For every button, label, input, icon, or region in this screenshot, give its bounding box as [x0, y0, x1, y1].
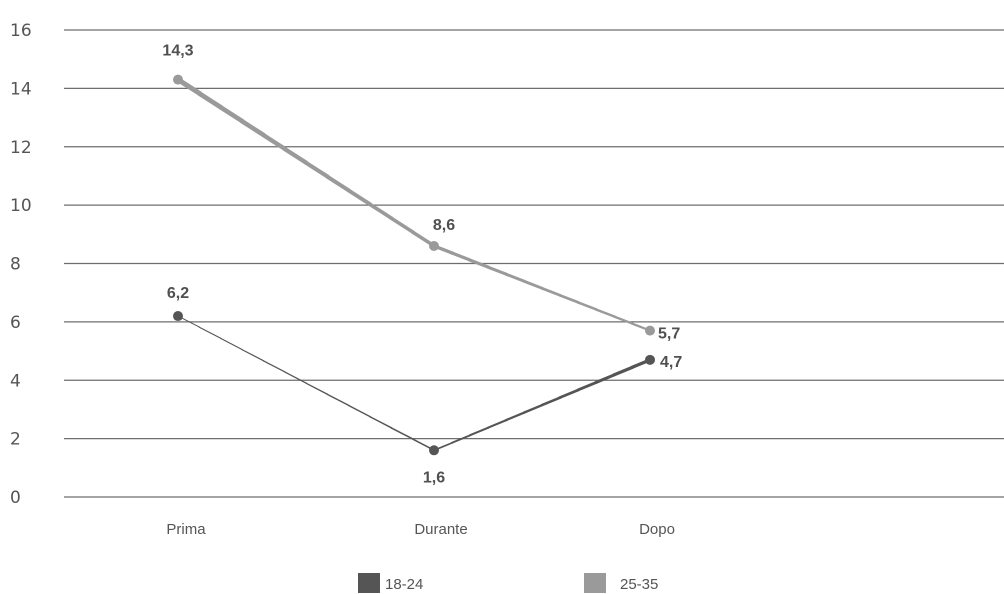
gridlines	[64, 29, 1004, 498]
x-axis: Prima Durante Dopo	[166, 521, 675, 538]
series-line-segment	[558, 388, 580, 399]
series-line-segment	[558, 294, 580, 304]
series-line-segment	[198, 326, 222, 339]
series-line-segment	[369, 415, 393, 429]
legend-label: 25-35	[620, 576, 658, 593]
series-line-segment	[326, 393, 350, 407]
series-line-segment	[284, 371, 307, 384]
series-line-segment	[540, 396, 562, 407]
data-point-marker	[173, 311, 183, 322]
series-line-segment	[389, 216, 415, 234]
series-line-segment	[576, 301, 598, 311]
data-label: 14,3	[162, 43, 193, 60]
data-label: 6,2	[167, 285, 189, 302]
y-tick-label: 0	[10, 488, 21, 508]
data-label: 1,6	[423, 469, 445, 486]
series-line-segment	[196, 91, 224, 110]
series-line-segment	[282, 146, 309, 165]
series-line-segment	[450, 251, 472, 262]
series-line-segment	[468, 258, 490, 269]
series-line-segment	[325, 174, 351, 193]
y-tick-label: 10	[10, 196, 32, 216]
x-tick-label: Durante	[414, 521, 467, 538]
series-line-segment	[522, 279, 544, 290]
series-line-segment	[390, 427, 414, 440]
series-line-segment	[451, 434, 472, 444]
legend: 18-24 25-35	[358, 573, 658, 593]
series-layer	[173, 74, 655, 456]
x-tick-label: Dopo	[639, 521, 675, 538]
data-point-marker	[429, 445, 439, 456]
series-line-segment	[612, 365, 634, 377]
series-line-segment	[504, 272, 526, 283]
series-line-segment	[469, 426, 490, 437]
data-point-marker	[173, 74, 183, 85]
series-line-segment	[239, 118, 266, 138]
data-label: 8,6	[433, 217, 455, 234]
series-line-segment	[486, 265, 508, 276]
series-line-segment	[261, 132, 288, 152]
y-tick-label: 12	[10, 138, 32, 158]
series-line-segment	[540, 286, 562, 297]
y-tick-label: 2	[10, 430, 21, 450]
y-tick-label: 14	[10, 79, 32, 99]
series-line-segment	[347, 404, 372, 418]
series-line-segment	[594, 308, 616, 318]
data-label: 4,7	[660, 354, 682, 371]
series-line-segment	[522, 403, 544, 414]
legend-swatch	[584, 573, 606, 593]
data-point-marker	[645, 354, 655, 365]
data-point-marker	[645, 325, 655, 336]
series-line-segment	[220, 337, 243, 351]
series-line-segment	[612, 315, 634, 325]
series-line-segment	[305, 382, 329, 396]
y-axis: 0 2 4 6 8 10 12 14 16	[10, 21, 32, 508]
data-point-marker	[429, 240, 439, 251]
legend-label: 18-24	[385, 576, 423, 593]
series-line-segment	[486, 419, 508, 429]
x-tick-label: Prima	[166, 521, 206, 538]
series-line-segment	[368, 202, 394, 221]
data-label: 5,7	[658, 326, 680, 343]
y-tick-label: 4	[10, 371, 21, 391]
series-line-segment	[262, 360, 286, 373]
y-tick-label: 8	[10, 255, 21, 275]
series-line-segment	[303, 160, 330, 179]
y-tick-label: 16	[10, 21, 32, 41]
series-line-segment	[504, 411, 526, 422]
legend-swatch	[358, 573, 380, 593]
series-line-segment	[241, 349, 265, 362]
data-labels: 6,2 1,6 4,7 14,3 8,6 5,7	[162, 43, 682, 487]
series-line-segment	[218, 105, 245, 124]
series-line-segment	[346, 188, 373, 207]
series-line-segment	[576, 381, 598, 392]
series-line-segment	[594, 373, 616, 384]
y-tick-label: 6	[10, 313, 21, 333]
